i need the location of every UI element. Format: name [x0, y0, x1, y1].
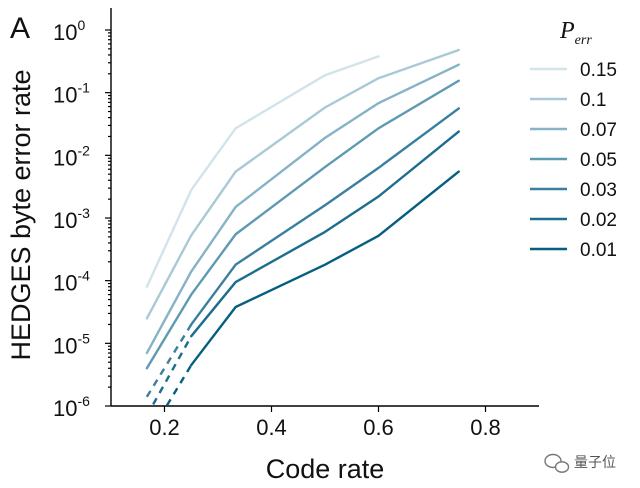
legend-label: 0.15 — [580, 60, 617, 81]
series-line — [145, 55, 380, 288]
series-line — [145, 79, 460, 370]
watermark-text: 量子位 — [574, 455, 616, 471]
y-tick-label: 10-6 — [53, 393, 90, 421]
watermark: 量子位 — [544, 453, 616, 473]
x-axis-label: Code rate — [266, 454, 385, 484]
series-line — [145, 63, 460, 355]
legend-label: 0.02 — [580, 210, 617, 231]
y-axis-label: HEDGES byte error rate — [6, 69, 36, 360]
legend-label: 0.07 — [580, 120, 617, 141]
panel-letter: A — [10, 12, 30, 45]
series-line — [190, 107, 460, 326]
x-tick-label: 0.4 — [256, 415, 287, 440]
series-lines — [145, 48, 460, 406]
y-tick-label: 100 — [53, 17, 85, 45]
axes: 0.2 0.4 0.6 0.8 10-6 10-5 10-4 10-3 10-2 10-1 100 — [53, 8, 539, 440]
x-tick-label: 0.6 — [363, 415, 394, 440]
legend-label: 0.1 — [580, 90, 606, 111]
series-dashed-segment — [165, 364, 193, 406]
series-dashed-segment — [145, 323, 193, 398]
legend-label: 0.03 — [580, 180, 617, 201]
x-tick-label: 0.8 — [470, 415, 501, 440]
series-dashed-segment — [150, 335, 193, 406]
legend-label: 0.05 — [580, 150, 617, 171]
series-line — [190, 170, 460, 367]
legend-title: Perr — [559, 18, 592, 48]
legend-label: 0.01 — [580, 240, 617, 261]
y-tick-label: 10-5 — [53, 330, 90, 358]
y-tick-label: 10-4 — [53, 268, 90, 296]
y-tick-label: 10-3 — [53, 205, 90, 233]
wechat-icon — [544, 453, 570, 473]
x-tick-label: 0.2 — [149, 415, 180, 440]
series-line — [190, 130, 460, 338]
y-tick-label: 10-2 — [53, 142, 90, 170]
legend: Perr 0.15 0.1 0.07 0.05 0.03 0.02 0.01 — [530, 18, 617, 261]
y-tick-label: 10-1 — [53, 80, 90, 108]
series-line — [145, 48, 460, 320]
